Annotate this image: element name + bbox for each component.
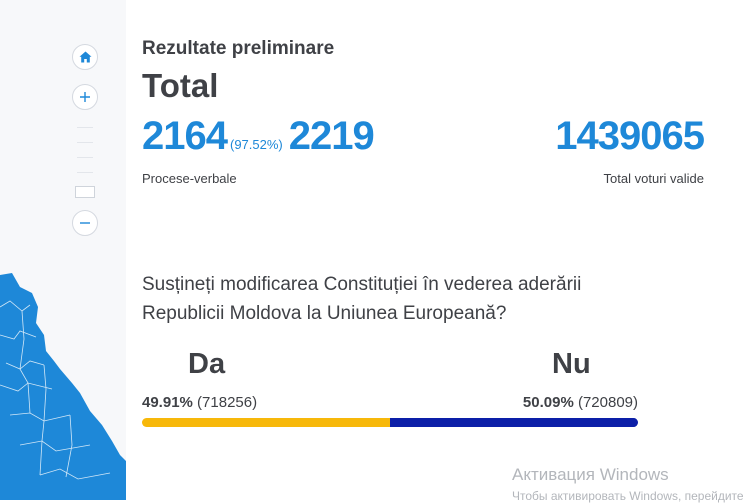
watermark-subtitle: Чтобы активировать Windows, перейдите — [512, 489, 744, 503]
option-da-percent: 49.91% — [142, 394, 193, 411]
question-line-2: Republicii Moldova la Uniunea Europeană? — [142, 303, 507, 324]
map-district-borders — [0, 300, 111, 480]
zoom-tick — [77, 157, 93, 158]
zoom-slider[interactable] — [75, 120, 95, 202]
page-subtitle: Rezultate preliminare — [142, 38, 335, 59]
map-region-fill[interactable] — [0, 273, 126, 500]
option-da-count: (718256) — [197, 394, 258, 411]
zoom-tick — [77, 172, 93, 173]
zoom-out-button[interactable] — [72, 210, 98, 236]
zoom-handle[interactable] — [75, 186, 95, 198]
question-line-1: Susțineți modificarea Constituției în ve… — [142, 274, 582, 295]
reports-stats: 2164 (97.52%) 2219 — [142, 114, 375, 159]
results-bar — [142, 418, 638, 427]
map-controls — [70, 44, 100, 236]
windows-activation-watermark: Активация Windows Чтобы активировать Win… — [512, 465, 744, 503]
option-da-stat: 49.91% (718256) — [142, 394, 257, 411]
referendum-question: Susțineți modificarea Constituției în ve… — [142, 270, 622, 328]
option-nu-label: Nu — [552, 348, 591, 380]
option-nu-percent: 50.09% — [522, 394, 574, 411]
plus-icon — [80, 92, 90, 102]
option-nu-stat: 50.09% (720809) — [523, 394, 638, 411]
total-reports-count: 2219 — [288, 114, 375, 158]
reports-label: Procese-verbale — [142, 171, 237, 186]
home-button[interactable] — [72, 44, 98, 70]
map-area[interactable] — [0, 0, 126, 500]
zoom-tick — [77, 142, 93, 143]
valid-votes-count: 1439065 — [555, 114, 705, 158]
results-bar-nu — [389, 418, 638, 427]
zoom-tick — [77, 127, 93, 128]
page-title: Total — [142, 67, 219, 104]
moldova-map[interactable] — [0, 265, 126, 500]
valid-votes-label: Total voturi valide — [603, 171, 704, 186]
minus-icon — [80, 222, 90, 224]
option-da-label: Da — [188, 348, 226, 380]
option-nu-count: (720809) — [577, 394, 638, 411]
processed-percent: (97.52%) — [229, 137, 283, 152]
home-icon — [79, 51, 91, 63]
processed-count: 2164 — [142, 114, 228, 158]
results-bar-da — [142, 418, 390, 427]
zoom-in-button[interactable] — [72, 84, 98, 110]
watermark-title: Активация Windows — [512, 465, 669, 484]
valid-votes-stat: 1439065 — [555, 114, 705, 159]
